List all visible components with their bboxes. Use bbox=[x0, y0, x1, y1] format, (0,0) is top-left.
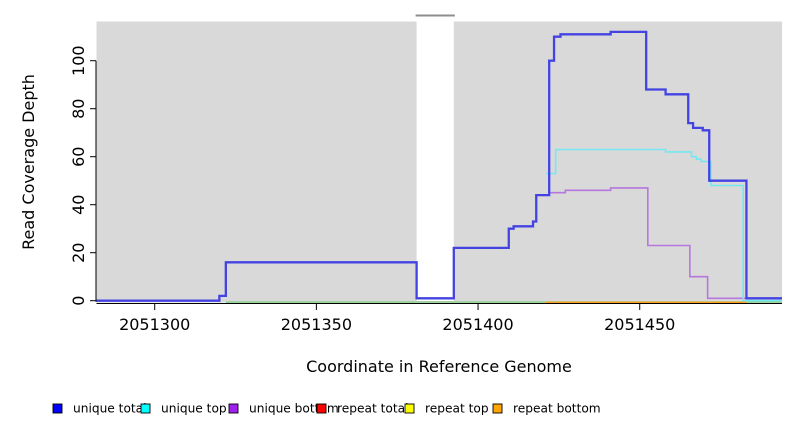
y-axis-title: Read Coverage Depth bbox=[19, 74, 38, 250]
legend-label-unique-top: unique top bbox=[161, 402, 227, 416]
legend-swatch-unique-total bbox=[52, 403, 63, 414]
legend-swatch-unique-top bbox=[140, 403, 151, 414]
y-tick-label: 0 bbox=[69, 296, 88, 306]
y-tick-label: 80 bbox=[69, 99, 88, 119]
series-unique-top bbox=[545, 148, 782, 302]
legend-swatch-repeat-bottom bbox=[492, 403, 503, 414]
x-tick-label: 2051300 bbox=[119, 315, 190, 334]
legend-swatch-repeat-total bbox=[316, 403, 327, 414]
y-tick-label: 60 bbox=[69, 147, 88, 167]
legend-label-repeat-total: repeat total bbox=[337, 402, 408, 416]
y-tick-label: 20 bbox=[69, 243, 88, 263]
legend-label-unique-total: unique total bbox=[73, 402, 147, 416]
legend-label-unique-bottom: unique bottom bbox=[249, 402, 339, 416]
x-tick-label: 2051350 bbox=[281, 315, 352, 334]
legend-swatch-repeat-top bbox=[404, 403, 415, 414]
x-tick-label: 2051450 bbox=[604, 315, 675, 334]
x-axis-title: Coordinate in Reference Genome bbox=[306, 357, 572, 376]
legend-label-repeat-top: repeat top bbox=[425, 402, 489, 416]
x-tick-label: 2051400 bbox=[442, 315, 513, 334]
series-unique-bottom bbox=[548, 187, 782, 300]
y-tick-label: 100 bbox=[69, 45, 88, 76]
y-tick-label: 40 bbox=[69, 195, 88, 215]
legend-label-repeat-bottom: repeat bottom bbox=[513, 402, 601, 416]
legend-swatch-unique-bottom bbox=[228, 403, 239, 414]
series-unique-total bbox=[96, 30, 782, 302]
masked-region bbox=[416, 16, 454, 301]
